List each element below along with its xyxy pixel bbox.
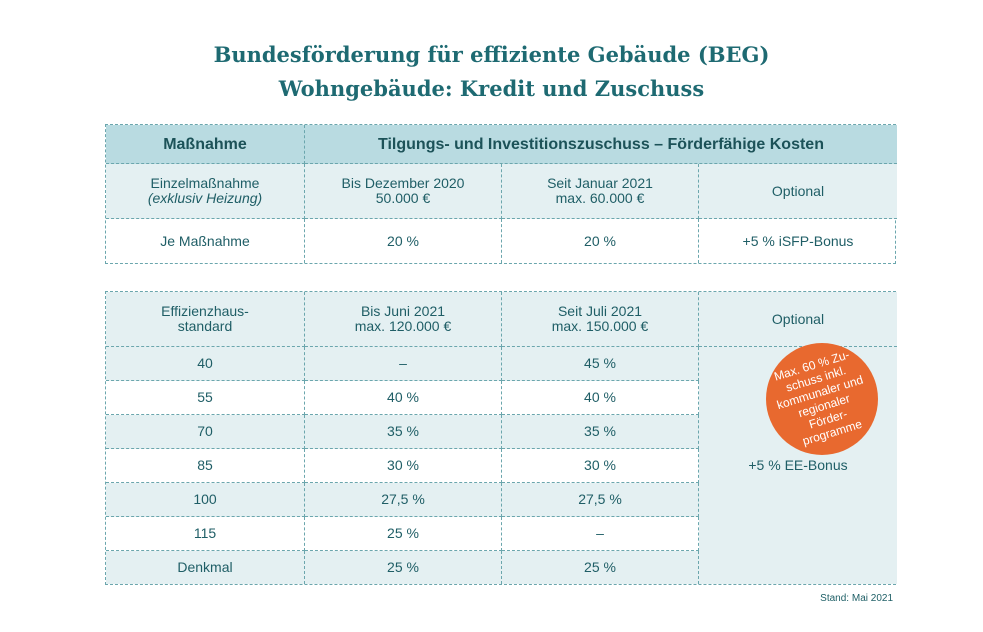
table-row-until-june: 25 % (305, 517, 502, 551)
header-measure: Maßnahme (106, 125, 305, 164)
row-per-measure-until-december: 20 % (305, 219, 502, 263)
table-row-since-july: 30 % (502, 449, 699, 483)
table-row-standard: 85 (106, 449, 305, 483)
table-row-since-july: 45 % (502, 347, 699, 381)
subheader-since-january-max: max. 60.000 € (555, 190, 645, 206)
header-until-june-period: Bis Juni 2021 (360, 303, 446, 319)
table-row-until-june: 27,5 % (305, 483, 502, 517)
table-row-since-july: – (502, 517, 699, 551)
table-row-until-june: 40 % (305, 381, 502, 415)
subheader-until-december-max: 50.000 € (375, 190, 431, 206)
table-row-until-june: 35 % (305, 415, 502, 449)
subheader-single-measure-note: (exklusiv Heizung) (147, 190, 263, 206)
row-per-measure-label: Je Maßnahme (106, 219, 305, 263)
subheader-until-december-period: Bis Dezember 2020 (341, 175, 465, 191)
header-until-june-max: max. 120.000 € (354, 318, 452, 334)
table-row-until-june: 25 % (305, 551, 502, 584)
subheader-optional: Optional (699, 164, 897, 219)
status-date-note: Stand: Mai 2021 (820, 593, 893, 604)
header-since-july-period: Seit Juli 2021 (557, 303, 643, 319)
table-row-since-july: 35 % (502, 415, 699, 449)
table-row-since-july: 25 % (502, 551, 699, 584)
header-since-july: Seit Juli 2021 max. 150.000 € (502, 292, 699, 347)
row-per-measure-optional: +5 % iSFP-Bonus (742, 232, 854, 249)
row-per-measure-since-january: 20 % (502, 219, 699, 263)
table-row-until-june: 30 % (305, 449, 502, 483)
subheader-since-january-period: Seit Januar 2021 (547, 175, 653, 191)
header-subsidy: Tilgungs- und Investitionszuschuss – För… (305, 125, 897, 164)
table-row-standard: 100 (106, 483, 305, 517)
table-row-standard: Denkmal (106, 551, 305, 584)
table-row-since-july: 27,5 % (502, 483, 699, 517)
single-measure-table: Maßnahme Tilgungs- und Investitionszusch… (105, 124, 897, 264)
header-efficiency-standard: Effizienzhaus- standard (106, 292, 305, 347)
page-title-line-1: Bundesförderung für effiziente Gebäude (… (213, 42, 770, 67)
max-subsidy-badge: Max. 60 % Zu- schuss inkl. kommunaler un… (766, 343, 878, 455)
table-row-since-july: 40 % (502, 381, 699, 415)
subheader-since-january: Seit Januar 2021 max. 60.000 € (502, 164, 699, 219)
table-row-standard: 115 (106, 517, 305, 551)
subheader-single-measure: Einzelmaßnahme (exklusiv Heizung) (106, 164, 305, 219)
efficiency-house-table: Effizienzhaus- standard Bis Juni 2021 ma… (105, 291, 897, 585)
max-subsidy-badge-text: Max. 60 % Zu- schuss inkl. kommunaler un… (764, 345, 880, 453)
header-efficiency-standard-line-2: standard (177, 318, 233, 334)
page-title-line-2: Wohngebäude: Kredit und Zuschuss (278, 76, 705, 101)
table-row-standard: 55 (106, 381, 305, 415)
subheader-until-december: Bis Dezember 2020 50.000 € (305, 164, 502, 219)
header-optional: Optional (699, 292, 897, 347)
table-row-standard: 70 (106, 415, 305, 449)
subheader-single-measure-label: Einzelmaßnahme (150, 175, 260, 191)
header-efficiency-standard-line-1: Effizienzhaus- (161, 303, 249, 319)
header-since-july-max: max. 150.000 € (551, 318, 649, 334)
table-row-until-june: – (305, 347, 502, 381)
table-row-standard: 40 (106, 347, 305, 381)
header-until-june: Bis Juni 2021 max. 120.000 € (305, 292, 502, 347)
